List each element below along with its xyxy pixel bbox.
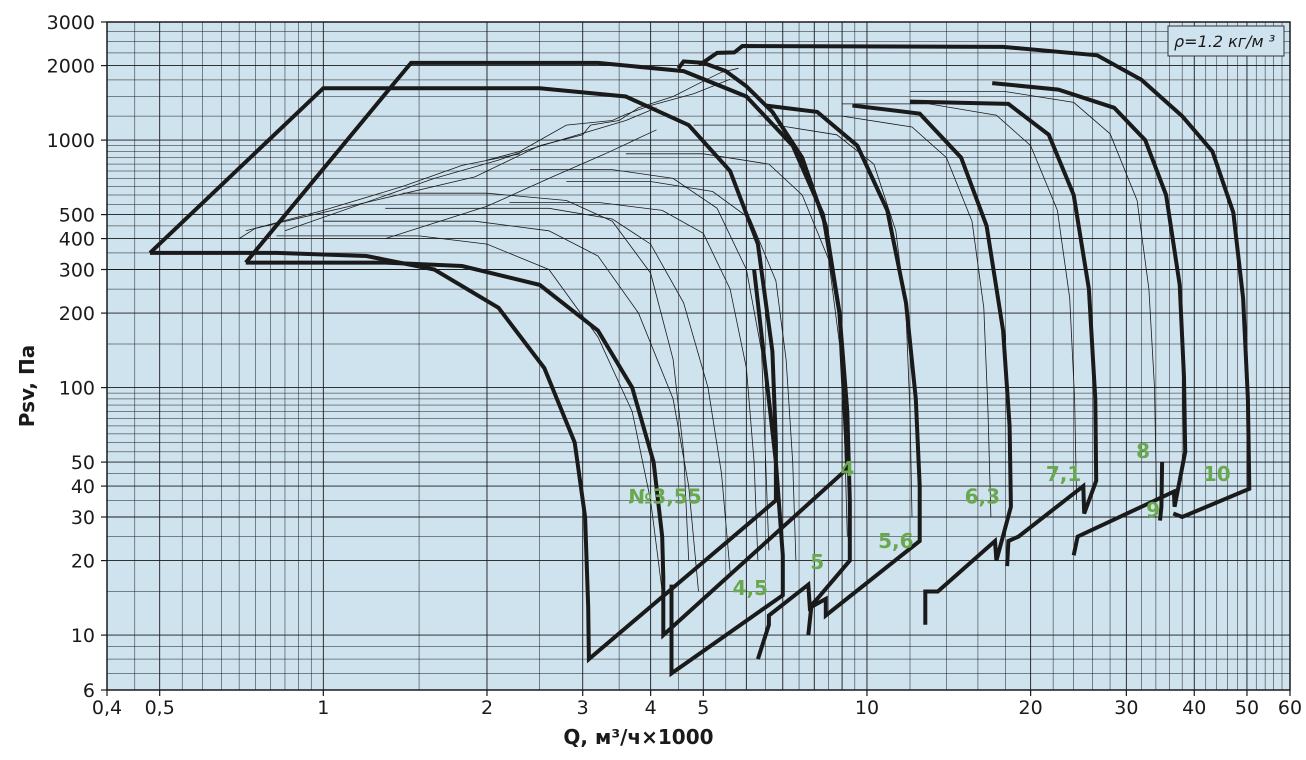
y-tick-label: 20: [71, 551, 95, 573]
y-axis-title: Psv, Па: [15, 345, 39, 427]
x-tick-label: 60: [1278, 697, 1302, 719]
envelope-5: [676, 59, 852, 660]
annotation-box: [1167, 25, 1285, 57]
y-tick-label: 3000: [47, 12, 95, 34]
thin-performance-curve: [910, 91, 1157, 501]
y-tick-label: 300: [59, 260, 95, 282]
thin-efficiency-line: [385, 129, 657, 239]
grid: [106, 21, 1291, 691]
thin-performance-curve: [566, 181, 797, 561]
annotation-text: ρ=1.2 кг/м ³: [1174, 32, 1275, 51]
thin-performance-curve: [509, 201, 759, 561]
size-label: 6,3: [965, 485, 1000, 509]
size-label: 10: [1203, 462, 1231, 486]
size-envelopes: [148, 43, 1252, 678]
y-tick-label: 50: [71, 452, 95, 474]
thin-performance-curve: [385, 207, 731, 572]
x-tick-label: 1: [317, 697, 329, 719]
thin-performance-curve: [530, 169, 770, 551]
x-tick-label: 40: [1182, 697, 1206, 719]
thin-efficiency-line: [245, 153, 521, 232]
y-tick-label: 400: [59, 229, 95, 251]
x-tick-labels: 0,4 0,5 1 2 3 4 5 10 20 30 40 50 60: [92, 690, 1302, 719]
thin-performance-curve: [842, 103, 1077, 501]
size-label: 5: [810, 550, 824, 574]
envelope-8: [992, 81, 1188, 556]
envelope-6,3: [852, 103, 1013, 625]
size-label: 5,6: [878, 529, 913, 553]
size-label: 4: [840, 457, 854, 481]
x-tick-label: 10: [855, 697, 879, 719]
thin-performance-curve: [402, 192, 690, 561]
thin-performance-curve: [693, 124, 913, 518]
size-label: 4,5: [733, 576, 768, 600]
size-label: 7,1: [1046, 462, 1081, 486]
y-tick-label: 500: [59, 205, 95, 227]
y-tick-label: 200: [59, 303, 95, 325]
size-labels: №3,55 4 4,5 5 5,6 6,3 7,1 8 9 10: [628, 439, 1230, 600]
envelope-5,6: [765, 103, 922, 636]
y-tick-label: 6: [83, 680, 95, 702]
x-tick-label: 3: [577, 697, 589, 719]
y-tick-label: 1000: [47, 130, 95, 152]
envelope-9: [1158, 462, 1165, 521]
x-tick-label: 4: [645, 697, 657, 719]
thin-performance-curve: [276, 235, 663, 592]
x-tick-label: 5: [697, 697, 709, 719]
size-label: 9: [1146, 498, 1160, 522]
y-tick-label: 30: [71, 507, 95, 529]
x-tick-label: 0,4: [92, 697, 122, 719]
y-tick-label: 2000: [47, 56, 95, 78]
x-tick-label: 2: [481, 697, 493, 719]
thin-performance-curve: [757, 115, 992, 518]
y-tick-label: 40: [71, 476, 95, 498]
y-tick-label: 100: [59, 378, 95, 400]
envelope-10: [697, 43, 1252, 520]
thin-curves: [238, 67, 1157, 592]
envelope-7,1: [909, 99, 1099, 567]
envelope-№3,55: [148, 86, 778, 664]
x-tick-label: 20: [1019, 697, 1043, 719]
x-tick-label: 30: [1114, 697, 1138, 719]
size-label: 8: [1136, 439, 1150, 463]
thin-efficiency-line: [284, 107, 657, 232]
y-tick-label: 10: [71, 625, 95, 647]
density-annotation: ρ=1.2 кг/м ³: [1167, 25, 1285, 57]
envelope-4,5: [669, 269, 785, 678]
thin-performance-curve: [323, 220, 699, 592]
x-tick-label: 50: [1235, 697, 1259, 719]
x-axis-title: Q, м³/ч×1000: [563, 725, 713, 749]
x-tick-label: 0,5: [145, 697, 175, 719]
plot-frame: [106, 21, 1291, 691]
size-label: №3,55: [628, 485, 701, 509]
thin-efficiency-line: [486, 78, 731, 161]
